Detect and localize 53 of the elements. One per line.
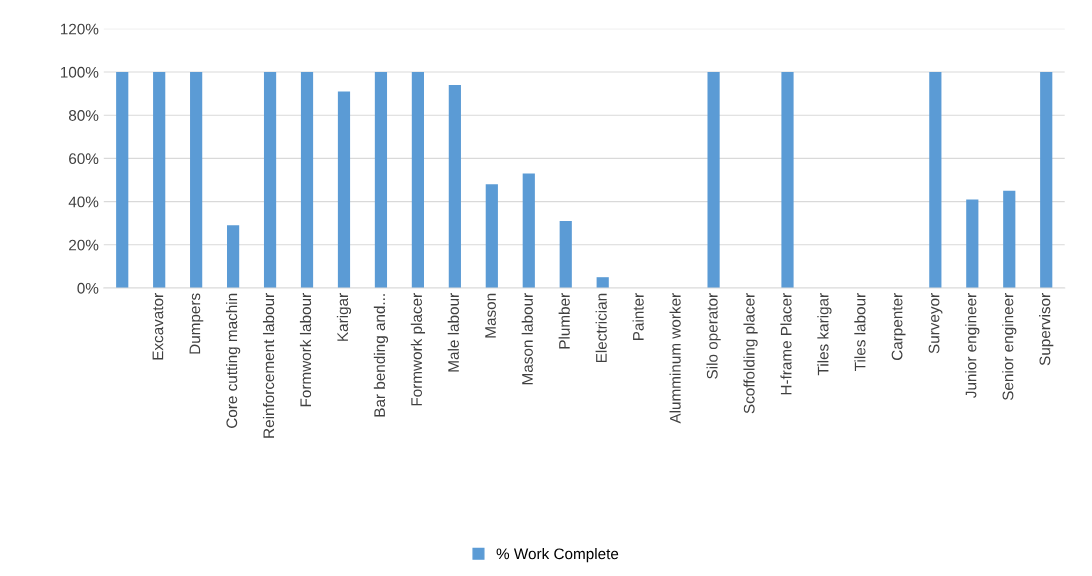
bar xyxy=(781,72,794,288)
y-tick-label: 120% xyxy=(60,23,99,35)
x-tick-label: Mason xyxy=(485,293,496,338)
x-tick-label: Excavator xyxy=(152,293,164,360)
bar xyxy=(300,72,314,288)
bar xyxy=(448,84,461,288)
bar xyxy=(153,72,166,288)
x-tick-label: Tiles labour xyxy=(854,293,866,371)
x-tick-label: H-frame Placer xyxy=(780,293,792,395)
bar xyxy=(929,72,942,288)
x-tick-label: Bar bending and... xyxy=(373,294,389,417)
x-tick-label: Alumminum worker xyxy=(669,293,681,424)
bar xyxy=(707,72,720,288)
bar xyxy=(559,221,572,288)
x-tick-label: Surveyor xyxy=(928,293,943,354)
x-tick-label: Scoffolding placer xyxy=(743,293,758,414)
x-tick-label: Plumber xyxy=(558,293,570,349)
x-tick-label: Supervisor xyxy=(1039,293,1054,366)
y-tick-label: 0% xyxy=(77,282,99,294)
bar xyxy=(1003,190,1016,288)
bar xyxy=(411,72,424,288)
x-tick-label: Reinforcement labour xyxy=(262,293,275,438)
x-tick-label: Dumpers xyxy=(189,293,204,354)
y-tick-label: 80% xyxy=(68,110,99,121)
x-tick-label: Carpenter xyxy=(891,293,906,361)
y-tick-label: 20% xyxy=(69,239,99,251)
y-tick-label: 40% xyxy=(68,196,99,208)
bar xyxy=(966,199,979,288)
x-tick-label: Karigar xyxy=(336,293,352,341)
x-tick-label: Painter xyxy=(632,293,644,341)
legend-label: % Work Complete xyxy=(496,548,619,563)
x-tick-label: Formwork placer xyxy=(410,293,426,406)
bar xyxy=(227,225,240,288)
bar xyxy=(337,91,351,288)
x-tick-label: Silo operator xyxy=(706,293,721,379)
bar xyxy=(522,173,535,288)
y-tick-label: 100% xyxy=(60,66,99,78)
x-tick-label: Senior engineer xyxy=(1002,293,1017,401)
x-tick-label: Junior engineer xyxy=(965,293,980,398)
bar xyxy=(190,72,203,288)
x-tick-label: Core cutting machin xyxy=(225,293,241,428)
bar xyxy=(374,72,388,288)
x-tick-label: Formwork labour xyxy=(299,293,312,407)
x-tick-label: Mason labour xyxy=(521,293,533,385)
bar xyxy=(485,184,498,288)
bar xyxy=(263,72,277,288)
x-tick-label: Tiles karigar xyxy=(817,293,832,376)
y-tick-label: 60% xyxy=(69,153,99,165)
bar xyxy=(596,277,609,288)
x-tick-label: Electrician xyxy=(595,293,607,363)
bar xyxy=(116,72,129,288)
bar xyxy=(1040,72,1053,288)
x-tick-label: Male labour xyxy=(447,293,459,372)
